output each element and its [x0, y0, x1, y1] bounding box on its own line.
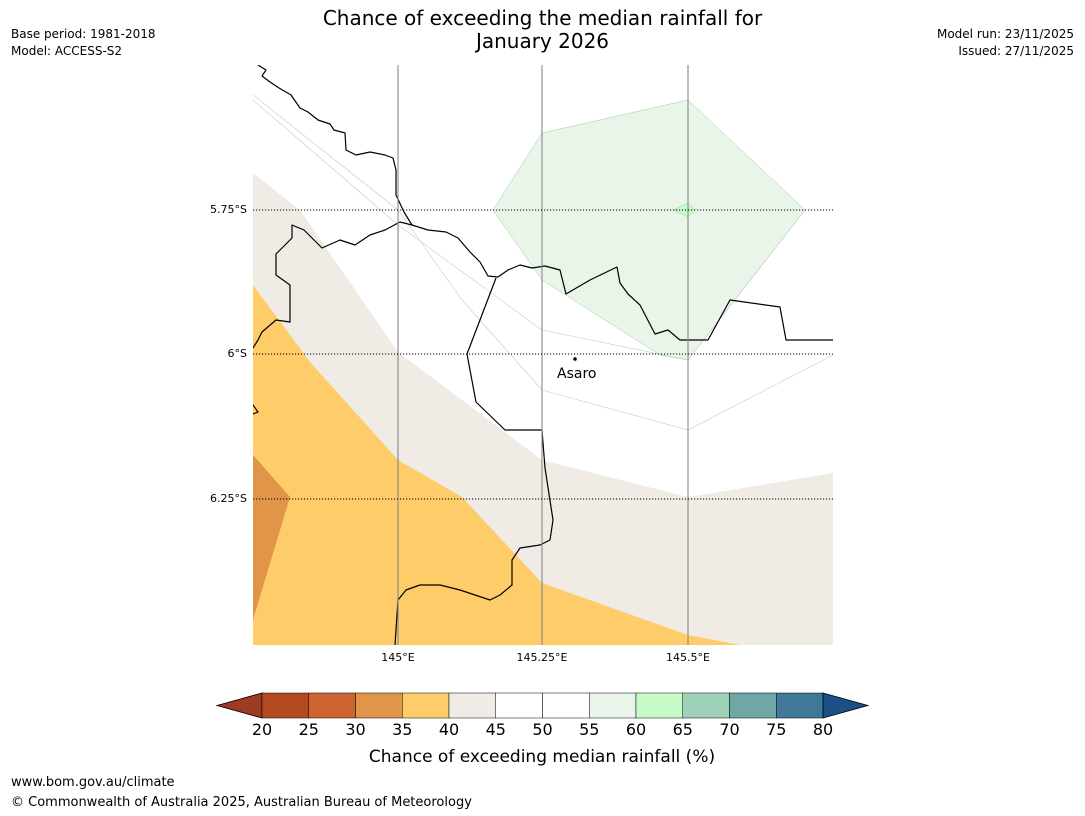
colorbar-tick-45: 45: [486, 720, 506, 739]
region-35-40: [253, 285, 740, 645]
lat-label-6: 6°S: [228, 347, 247, 360]
model-name: Model: ACCESS-S2: [11, 44, 123, 58]
colorbar-tick-60: 60: [626, 720, 646, 739]
asaro-label: Asaro: [557, 366, 596, 382]
region-30-35: [253, 455, 290, 620]
lat-label-6-25: 6.25°S: [210, 492, 247, 505]
colorbar-tick-75: 75: [766, 720, 786, 739]
colorbar-tick-50: 50: [532, 720, 552, 739]
model-info: Base period: 1981-2018 Model: ACCESS-S2: [11, 26, 156, 60]
colorbar-extend-low: [215, 692, 263, 719]
contour-50: [253, 94, 833, 431]
colorbar-tick-55: 55: [579, 720, 599, 739]
colorbar-bin-35-40: [402, 692, 450, 719]
colorbar-bin-75-80: [776, 692, 824, 719]
province-borders: [253, 65, 833, 645]
colorbar-bin-20-25: [261, 692, 309, 719]
base-period: Base period: 1981-2018: [11, 27, 156, 41]
colorbar-label: Chance of exceeding median rainfall (%): [369, 747, 715, 767]
colorbar-bin-70-75: [729, 692, 777, 719]
longitude-gridlines: [397, 65, 689, 645]
model-run: Model run: 23/11/2025: [936, 27, 1074, 41]
border-fragment: [253, 404, 259, 415]
colorbar-bin-40-45: [448, 692, 496, 719]
latitude-gridlines: [253, 209, 833, 500]
colorbar-tick-35: 35: [392, 720, 412, 739]
colorbar-tick-80: 80: [813, 720, 833, 739]
colorbar-bin-65-70: [682, 692, 730, 719]
colorbar-extend-high: [822, 692, 870, 719]
title-line-2: January 2026: [475, 29, 610, 53]
lon-label-145-25: 145.25°E: [517, 651, 568, 664]
footer-copyright: © Commonwealth of Australia 2025, Austra…: [11, 795, 472, 810]
map-plot-area: Asaro: [253, 65, 833, 645]
colorbar-tick-30: 30: [345, 720, 365, 739]
colorbar-bin-55-60: [589, 692, 637, 719]
colorbar-tick-70: 70: [719, 720, 739, 739]
coastline-north: [257, 65, 833, 341]
asaro-marker: [573, 357, 577, 361]
colorbar-bin-30-35: [355, 692, 403, 719]
colorbar-bin-25-30: [308, 692, 356, 719]
footer-url: www.bom.gov.au/climate: [11, 775, 175, 790]
colorbar: 20 25 30 35 40 45 50 55 60 65 70 75 80: [215, 692, 870, 739]
colorbar-tick-40: 40: [439, 720, 459, 739]
colorbar-tick-25: 25: [299, 720, 319, 739]
district-border: [394, 277, 554, 645]
title-line-1: Chance of exceeding the median rainfall …: [322, 6, 763, 30]
issued-date: Issued: 27/11/2025: [958, 44, 1074, 58]
colorbar-bin-60-65: [635, 692, 683, 719]
lon-label-145: 145°E: [381, 651, 414, 664]
colorbar-bin-50-55: [542, 692, 590, 719]
chart-title: Chance of exceeding the median rainfall …: [0, 7, 1085, 53]
colorbar-tick-20: 20: [252, 720, 272, 739]
run-info: Model run: 23/11/2025 Issued: 27/11/2025: [937, 26, 1074, 60]
colorbar-tick-65: 65: [673, 720, 693, 739]
coastline-west: [253, 221, 413, 349]
lat-label-5-75: 5.75°S: [210, 203, 247, 216]
lon-label-145-5: 145.5°E: [666, 651, 710, 664]
colorbar-bin-45-50: [495, 692, 543, 719]
